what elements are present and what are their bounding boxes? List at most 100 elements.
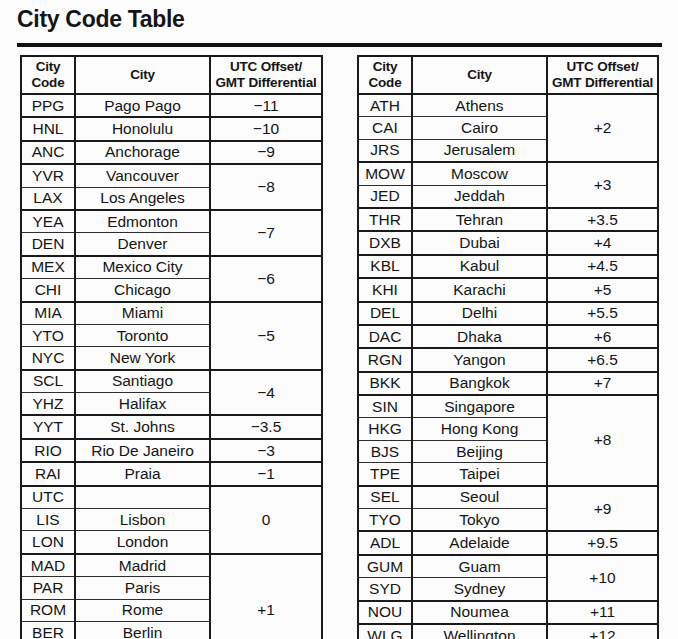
utc-offset-cell: −11 xyxy=(210,94,322,117)
header-row: City CodeCityUTC Offset/ GMT Differentia… xyxy=(358,56,658,94)
city-cell: Dubai xyxy=(412,231,547,254)
city-cell: Praia xyxy=(75,462,210,485)
city-code-cell: LON xyxy=(21,531,75,554)
column-header-code: City Code xyxy=(358,56,412,94)
table-row: SELSeoul+9 xyxy=(358,486,658,509)
city-code-cell: CHI xyxy=(21,279,75,302)
city-code-cell: MOW xyxy=(358,162,412,185)
city-cell: Chicago xyxy=(75,279,210,302)
utc-offset-cell: +4.5 xyxy=(547,255,658,278)
table-row: NOUNoumea+11 xyxy=(358,601,658,624)
city-code-cell: PAR xyxy=(21,577,75,599)
utc-offset-cell: −8 xyxy=(210,164,322,210)
city-code-cell: RGN xyxy=(358,348,412,371)
table-row: ATHAthens+2 xyxy=(358,94,658,117)
utc-offset-cell: +11 xyxy=(547,601,658,624)
city-code-cell: BKK xyxy=(358,372,412,395)
utc-offset-cell: +5 xyxy=(547,278,658,301)
city-code-cell: KBL xyxy=(358,255,412,278)
city-code-cell: ROM xyxy=(21,599,75,621)
city-cell: Lisbon xyxy=(75,509,210,531)
table-row: HNLHonolulu−10 xyxy=(21,117,322,140)
city-cell: Los Angeles xyxy=(75,187,210,210)
column-header-offset: UTC Offset/ GMT Differential xyxy=(547,56,658,94)
table-row: YVRVancouver−8 xyxy=(21,164,322,187)
utc-offset-cell: +7 xyxy=(547,372,658,395)
city-code-cell: NYC xyxy=(21,347,75,370)
city-cell xyxy=(75,486,210,509)
city-cell: Seoul xyxy=(412,486,547,509)
table-row: DXBDubai+4 xyxy=(358,231,658,254)
city-code-cell: YVR xyxy=(21,164,75,187)
table-row: WLGWellington+12 xyxy=(358,624,658,639)
city-code-cell: JED xyxy=(358,185,412,208)
table-row: MOWMoscow+3 xyxy=(358,162,658,185)
city-code-cell: DXB xyxy=(358,231,412,254)
city-code-cell: LIS xyxy=(21,509,75,531)
city-cell: Tokyo xyxy=(412,509,547,532)
city-code-cell: TPE xyxy=(358,463,412,486)
city-code-table-left: City CodeCityUTC Offset/ GMT Differentia… xyxy=(20,55,323,639)
city-cell: Beijing xyxy=(412,440,547,462)
city-cell: Delhi xyxy=(412,302,547,325)
city-cell: Mexico City xyxy=(75,256,210,279)
utc-offset-cell: −7 xyxy=(210,210,322,256)
city-cell: St. Johns xyxy=(75,415,210,438)
city-cell: Taipei xyxy=(412,463,547,486)
city-code-cell: CAI xyxy=(358,117,412,139)
city-code-cell: HNL xyxy=(21,117,75,140)
city-code-cell: SIN xyxy=(358,395,412,418)
city-cell: Sydney xyxy=(412,578,547,601)
utc-offset-cell: +12 xyxy=(547,624,658,639)
table-row: YEAEdmonton−7 xyxy=(21,210,322,233)
city-cell: Bangkok xyxy=(412,372,547,395)
utc-offset-cell: +8 xyxy=(547,395,658,486)
city-cell: Singapore xyxy=(412,395,547,418)
city-cell: Guam xyxy=(412,555,547,578)
utc-offset-cell: +3 xyxy=(547,162,658,208)
utc-offset-cell: −3.5 xyxy=(210,415,322,438)
city-cell: Toronto xyxy=(75,324,210,346)
utc-offset-cell: +9 xyxy=(547,486,658,532)
city-code-cell: JRS xyxy=(358,139,412,162)
city-code-cell: MAD xyxy=(21,554,75,577)
table-row: YYTSt. Johns−3.5 xyxy=(21,415,322,438)
city-code-cell: KHI xyxy=(358,278,412,301)
utc-offset-cell: −1 xyxy=(210,462,322,485)
column-header-offset: UTC Offset/ GMT Differential xyxy=(210,56,322,94)
utc-offset-cell: +6.5 xyxy=(547,348,658,371)
city-cell: Honolulu xyxy=(75,117,210,140)
utc-offset-cell: +4 xyxy=(547,231,658,254)
city-cell: Rio De Janeiro xyxy=(75,439,210,462)
city-code-cell: RIO xyxy=(21,439,75,462)
city-cell: Hong Kong xyxy=(412,418,547,440)
city-code-cell: HKG xyxy=(358,418,412,440)
city-cell: Wellington xyxy=(412,624,547,639)
utc-offset-cell: +5.5 xyxy=(547,302,658,325)
table-row: MEXMexico City−6 xyxy=(21,256,322,279)
utc-offset-cell: −5 xyxy=(210,302,322,370)
city-cell: Anchorage xyxy=(75,141,210,164)
city-code-cell: ANC xyxy=(21,141,75,164)
city-cell: Pago Pago xyxy=(75,94,210,117)
city-code-cell: WLG xyxy=(358,624,412,639)
city-code-cell: SEL xyxy=(358,486,412,509)
manual-page: City Code Table City CodeCityUTC Offset/… xyxy=(0,0,678,639)
city-cell: Berlin xyxy=(75,621,210,639)
table-row: KHIKarachi+5 xyxy=(358,278,658,301)
city-code-cell: MIA xyxy=(21,302,75,325)
column-header-code: City Code xyxy=(21,56,75,94)
city-cell: Rome xyxy=(75,599,210,621)
city-code-cell: SCL xyxy=(21,370,75,393)
city-code-cell: YTO xyxy=(21,324,75,346)
utc-offset-cell: −3 xyxy=(210,439,322,462)
city-code-cell: ADL xyxy=(358,531,412,554)
city-cell: Paris xyxy=(75,577,210,599)
table-row: ANCAnchorage−9 xyxy=(21,141,322,164)
table-row: DELDelhi+5.5 xyxy=(358,302,658,325)
city-code-cell: THR xyxy=(358,208,412,231)
city-code-table-right: City CodeCityUTC Offset/ GMT Differentia… xyxy=(357,55,659,639)
city-cell: Vancouver xyxy=(75,164,210,187)
city-code-cell: DAC xyxy=(358,325,412,348)
table-row: DACDhaka+6 xyxy=(358,325,658,348)
